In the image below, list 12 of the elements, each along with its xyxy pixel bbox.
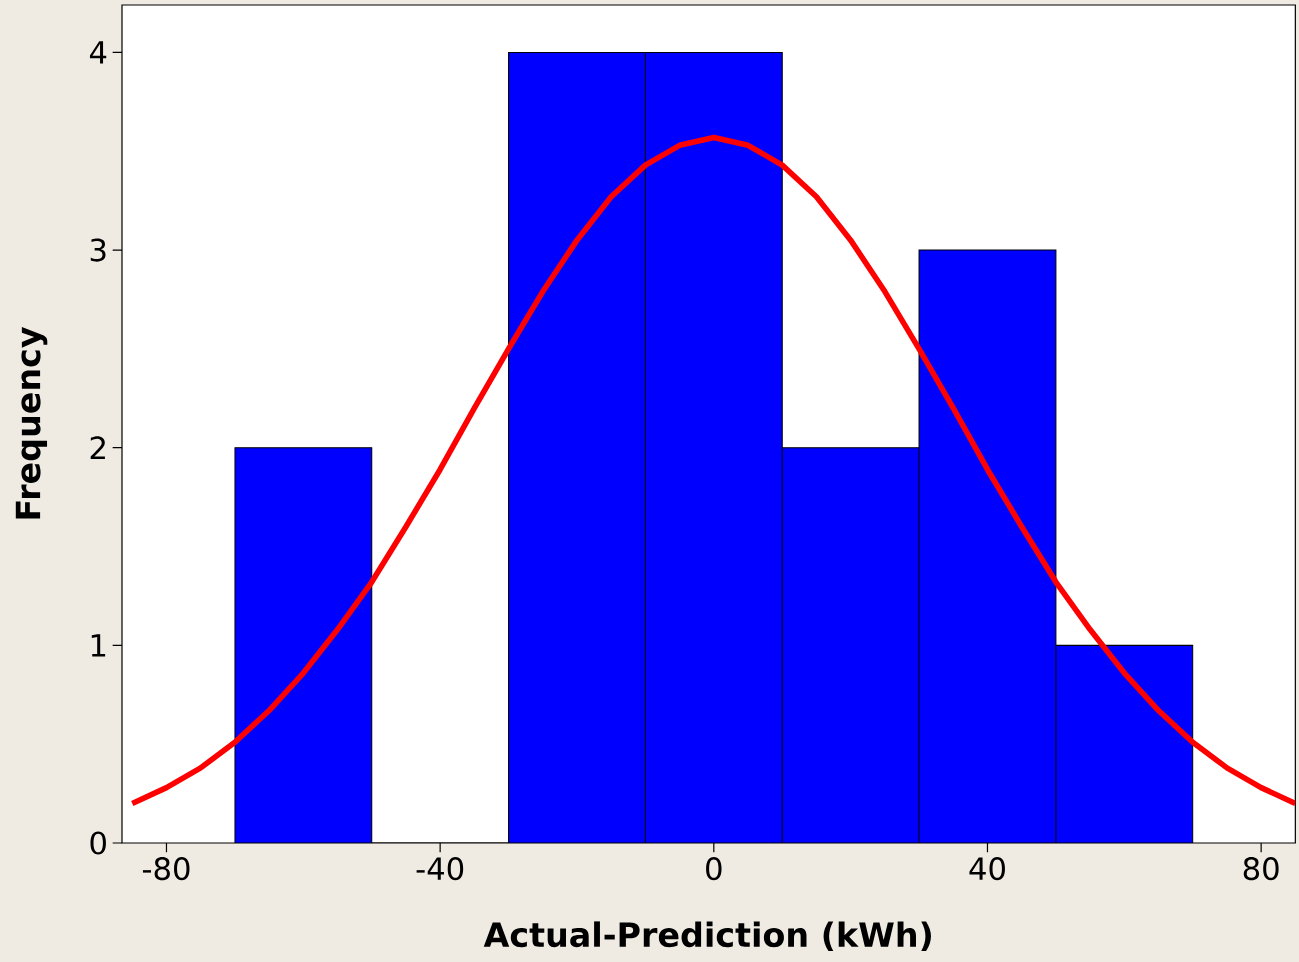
x-tick-label: 80 bbox=[1243, 857, 1279, 881]
x-axis-title: Actual-Prediction (kWh) bbox=[483, 921, 931, 952]
x-tick-label: 40 bbox=[969, 857, 1005, 881]
x-tick-label: -40 bbox=[416, 857, 464, 881]
y-tick-label: 3 bbox=[90, 238, 106, 262]
x-tick-label: 0 bbox=[706, 857, 722, 881]
y-tick-label: 2 bbox=[90, 436, 105, 460]
x-tick-label: -80 bbox=[142, 857, 190, 881]
y-tick-label: 4 bbox=[89, 41, 107, 64]
y-tick-label: 0 bbox=[90, 831, 106, 855]
y-axis-title: Frequency bbox=[15, 327, 48, 519]
y-tick-label: 1 bbox=[91, 634, 106, 657]
